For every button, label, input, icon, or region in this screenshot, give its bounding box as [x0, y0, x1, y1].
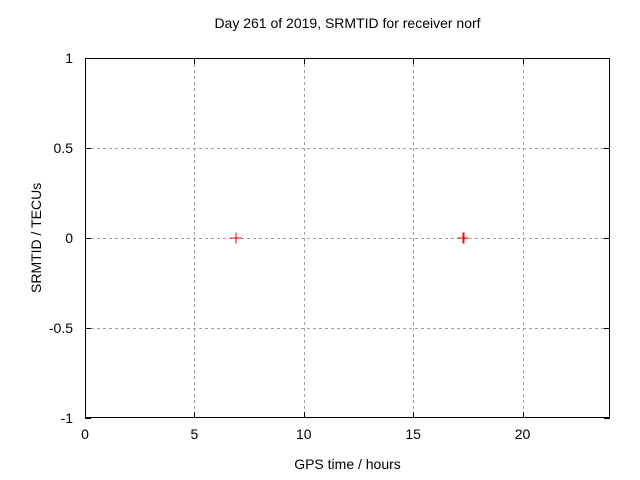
y-tick-label: -0.5 [48, 320, 73, 336]
x-tick-mark [194, 58, 196, 64]
y-tick-label: 1 [65, 50, 73, 66]
x-tick-mark [522, 58, 524, 64]
y-tick-mark [604, 148, 610, 149]
y-tick-mark [604, 418, 610, 419]
h-gridline [85, 328, 610, 329]
x-axis-label: GPS time / hours [294, 456, 401, 472]
x-tick-mark [413, 58, 415, 64]
y-tick-mark [85, 58, 91, 59]
x-tick-mark [413, 412, 415, 418]
data-point-marker [230, 232, 242, 244]
x-tick-mark [194, 412, 196, 418]
y-tick-mark [85, 238, 91, 239]
y-tick-label: -1 [60, 410, 73, 426]
data-point-marker [457, 232, 469, 244]
x-tick-label: 10 [295, 426, 312, 442]
y-tick-mark [85, 148, 91, 149]
x-tick-label: 15 [405, 426, 421, 442]
marker-vertical-stroke [235, 232, 237, 244]
x-tick-mark [303, 58, 305, 64]
y-tick-label: 0 [65, 230, 73, 246]
chart-title: Day 261 of 2019, SRMTID for receiver nor… [214, 15, 481, 31]
x-tick-mark [303, 412, 305, 418]
x-tick-label: 20 [514, 426, 531, 442]
h-gridline [85, 148, 610, 149]
y-tick-mark [85, 418, 91, 419]
x-tick-mark [522, 412, 524, 418]
h-gridline [85, 238, 610, 239]
y-tick-mark [604, 238, 610, 239]
marker-vertical-stroke [462, 232, 465, 244]
y-tick-mark [85, 328, 91, 329]
y-tick-mark [604, 58, 610, 59]
x-tick-label: 5 [190, 426, 199, 442]
plot-area [85, 58, 610, 419]
y-tick-label: 0.5 [53, 140, 73, 156]
x-tick-label: 0 [81, 426, 89, 442]
y-tick-mark [604, 328, 610, 329]
